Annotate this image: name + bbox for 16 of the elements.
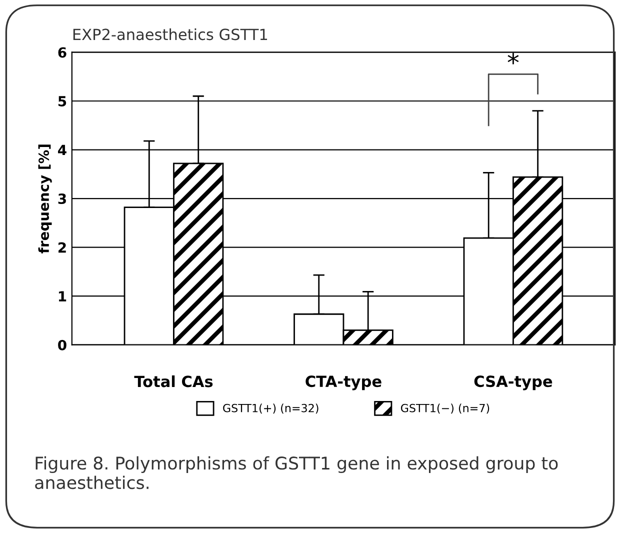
y-tick-label: 5	[58, 96, 66, 106]
y-tick-label: 3	[58, 194, 66, 204]
legend-label: GSTT1(−) (n=7)	[400, 404, 490, 414]
y-tick-label: 2	[58, 242, 66, 253]
y-tick-label: 4	[58, 144, 66, 156]
x-tick-label: CSA-type	[474, 376, 552, 390]
caption: Figure 8. Polymorphisms of GSTT1 gene in exposed group to anaesthetics.	[35, 456, 558, 490]
y-tick-label: 1	[58, 291, 66, 302]
annotation: *	[508, 52, 519, 64]
x-tick-label: CTA-type	[306, 376, 382, 390]
legend-label: GSTT1(+) (n=32)	[223, 404, 318, 414]
y-tick-label: 6	[58, 47, 66, 58]
y-axis-title: frequency [%]	[38, 144, 52, 254]
chart-title: EXP2-anaesthetics GSTT1	[73, 28, 268, 40]
x-tick-label: Total CAs	[134, 375, 213, 388]
y-tick-label: 0	[58, 340, 66, 350]
